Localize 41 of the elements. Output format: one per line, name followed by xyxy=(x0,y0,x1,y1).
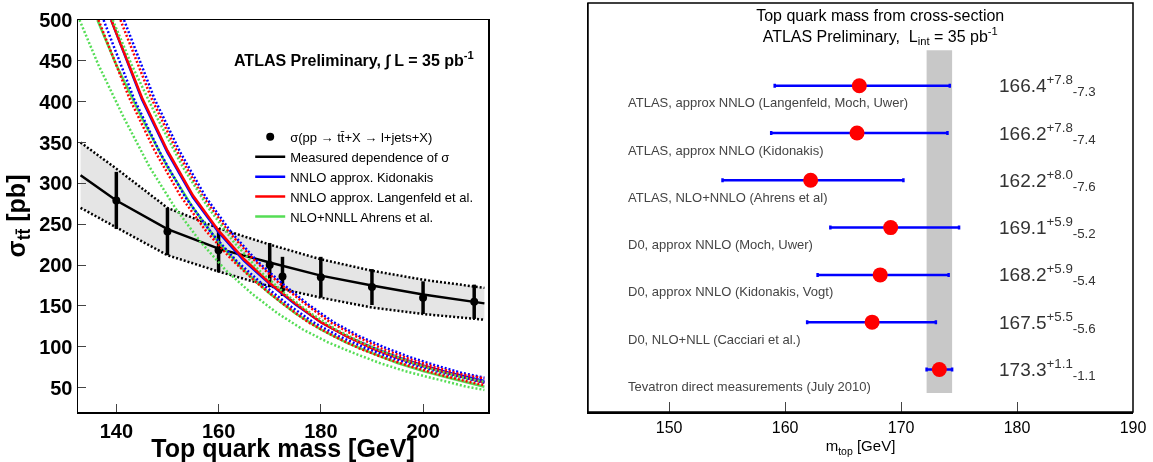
y-tick-label: ATLAS, NLO+NNLO (Ahrens et al) xyxy=(628,190,828,205)
x-tick-label: 170 xyxy=(887,418,915,436)
y-tick-label: D0, approx NNLO (Kidonakis, Vogt) xyxy=(628,284,834,299)
y-tick-label: 150 xyxy=(39,294,73,317)
x-tick-label: 150 xyxy=(655,418,683,436)
chart-title: Top quark mass from cross-section xyxy=(756,6,1005,24)
point xyxy=(883,220,899,236)
x-tick-label: 180 xyxy=(1003,418,1031,436)
y-tick-label: 100 xyxy=(39,335,73,358)
point xyxy=(849,125,865,141)
y-tick-label: 50 xyxy=(50,376,73,399)
point xyxy=(803,172,819,188)
legend-label: NNLO approx. Langenfeld et al. xyxy=(290,189,474,205)
x-tick-label: 140 xyxy=(99,419,134,442)
point xyxy=(864,314,880,330)
legend-label: σ(pp → tt̄+X → l+jets+X) xyxy=(290,129,433,145)
point xyxy=(931,361,947,377)
y-tick-label: 350 xyxy=(39,131,73,154)
y-tick-label: 450 xyxy=(39,49,73,72)
legend-label: NNLO approx. Kidonakis xyxy=(290,169,434,185)
y-tick-label: ATLAS, approx NNLO (Kidonakis) xyxy=(628,143,824,158)
point xyxy=(851,78,867,94)
legend-label: NLO+NNLL Ahrens et al. xyxy=(290,209,434,225)
y-tick-label: D0, NLO+NLL (Cacciari et al.) xyxy=(628,332,801,347)
y-tick-label: 250 xyxy=(39,213,73,236)
y-tick-label: 200 xyxy=(39,254,73,276)
annotation: ATLAS Preliminary, ∫ L = 35 pb$^{-1}$ xyxy=(234,49,474,70)
point xyxy=(278,272,287,281)
y-tick-label: 500 xyxy=(39,9,73,31)
legend-label: Measured dependence of σ xyxy=(290,149,450,165)
y-tick-label: ATLAS, approx NNLO (Langenfeld, Moch, Uwer) xyxy=(628,95,909,110)
x-axis-title: m$_{top}$ [GeV] xyxy=(825,437,896,457)
x-tick-label: 160 xyxy=(771,418,799,436)
y-tick-label: D0, approx NNLO (Moch, Uwer) xyxy=(628,237,813,252)
y-tick-label: 300 xyxy=(39,172,73,195)
point xyxy=(872,267,888,283)
x-tick-label: 190 xyxy=(1119,418,1147,436)
x-tick-label: 180 xyxy=(304,419,338,442)
y-tick-label: Tevatron direct measurements (July 2010) xyxy=(628,379,871,394)
chart-subtitle: ATLAS Preliminary, L$_{int}$ = 35 pb$^{-1}$ xyxy=(762,24,998,47)
y-tick-label: 400 xyxy=(39,90,73,113)
